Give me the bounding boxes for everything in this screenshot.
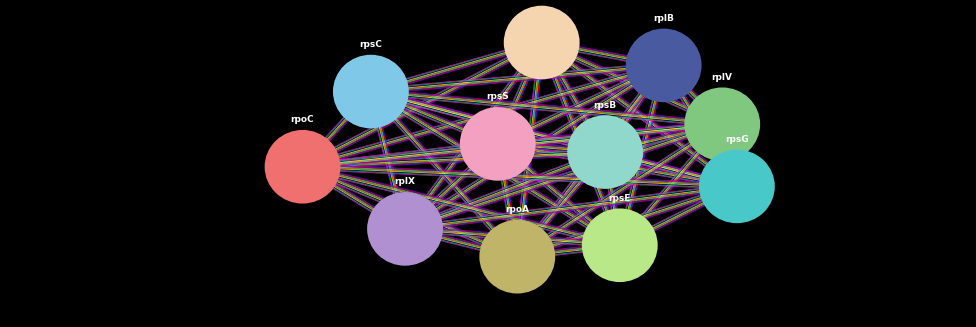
Text: rpsB: rpsB xyxy=(593,100,617,110)
Ellipse shape xyxy=(700,150,774,222)
Ellipse shape xyxy=(505,7,579,78)
Ellipse shape xyxy=(627,29,701,101)
Text: rpoC: rpoC xyxy=(291,115,314,124)
Text: rpsG: rpsG xyxy=(725,135,749,144)
Ellipse shape xyxy=(265,131,340,203)
Text: rpoA: rpoA xyxy=(506,205,529,214)
Ellipse shape xyxy=(583,209,657,281)
Text: rplV: rplV xyxy=(712,73,733,82)
Text: rpsS: rpsS xyxy=(486,92,509,101)
Ellipse shape xyxy=(461,108,535,180)
Text: rpsE: rpsE xyxy=(609,194,630,203)
Ellipse shape xyxy=(334,56,408,128)
Text: rplB: rplB xyxy=(653,14,674,23)
Ellipse shape xyxy=(480,221,554,293)
Text: rpsC: rpsC xyxy=(359,40,383,49)
Text: rplX: rplX xyxy=(394,177,416,186)
Ellipse shape xyxy=(368,193,442,265)
Ellipse shape xyxy=(685,88,759,160)
Ellipse shape xyxy=(568,116,642,188)
